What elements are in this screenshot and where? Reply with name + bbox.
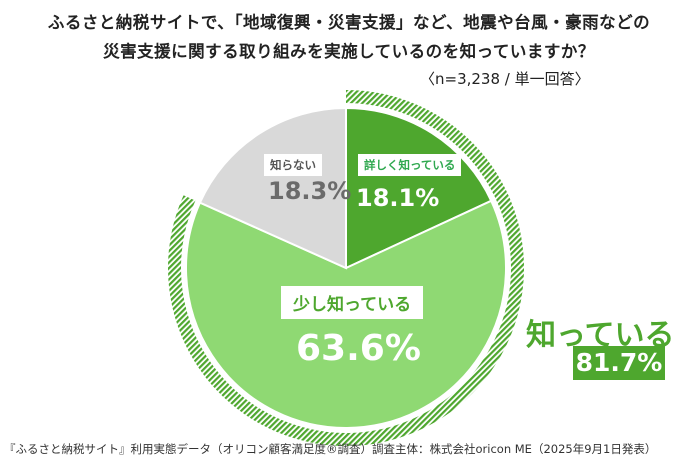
pie-slice-0 — [345, 106, 493, 270]
title-line-1: ふるさと納税サイトで、「地域復興・災害支援」など、地震や台風・豪雨などの — [47, 13, 651, 32]
slice-label-detailed: 詳しく知っている — [358, 154, 462, 176]
footer-source: 『ふるさと納税サイト』利用実態データ（オリコン顧客満足度®調査）調査主体：株式会… — [4, 442, 657, 456]
summary-value: 81.7% — [573, 346, 665, 380]
slice-value-unaware: 18.3% — [268, 177, 352, 205]
slice-value-somewhat: 63.6% — [296, 328, 421, 369]
slice-label-somewhat: 少し知っている — [281, 286, 424, 319]
sample-note: 〈n=3,238 / 単一回答〉 — [420, 70, 590, 88]
slice-value-detailed: 18.1% — [356, 184, 440, 212]
slice-label-unaware: 知らない — [264, 154, 322, 176]
title-line-2: 災害支援に関する取り組みを実施しているのを知っていますか？ — [103, 42, 595, 61]
pie-slice-2 — [198, 106, 347, 270]
